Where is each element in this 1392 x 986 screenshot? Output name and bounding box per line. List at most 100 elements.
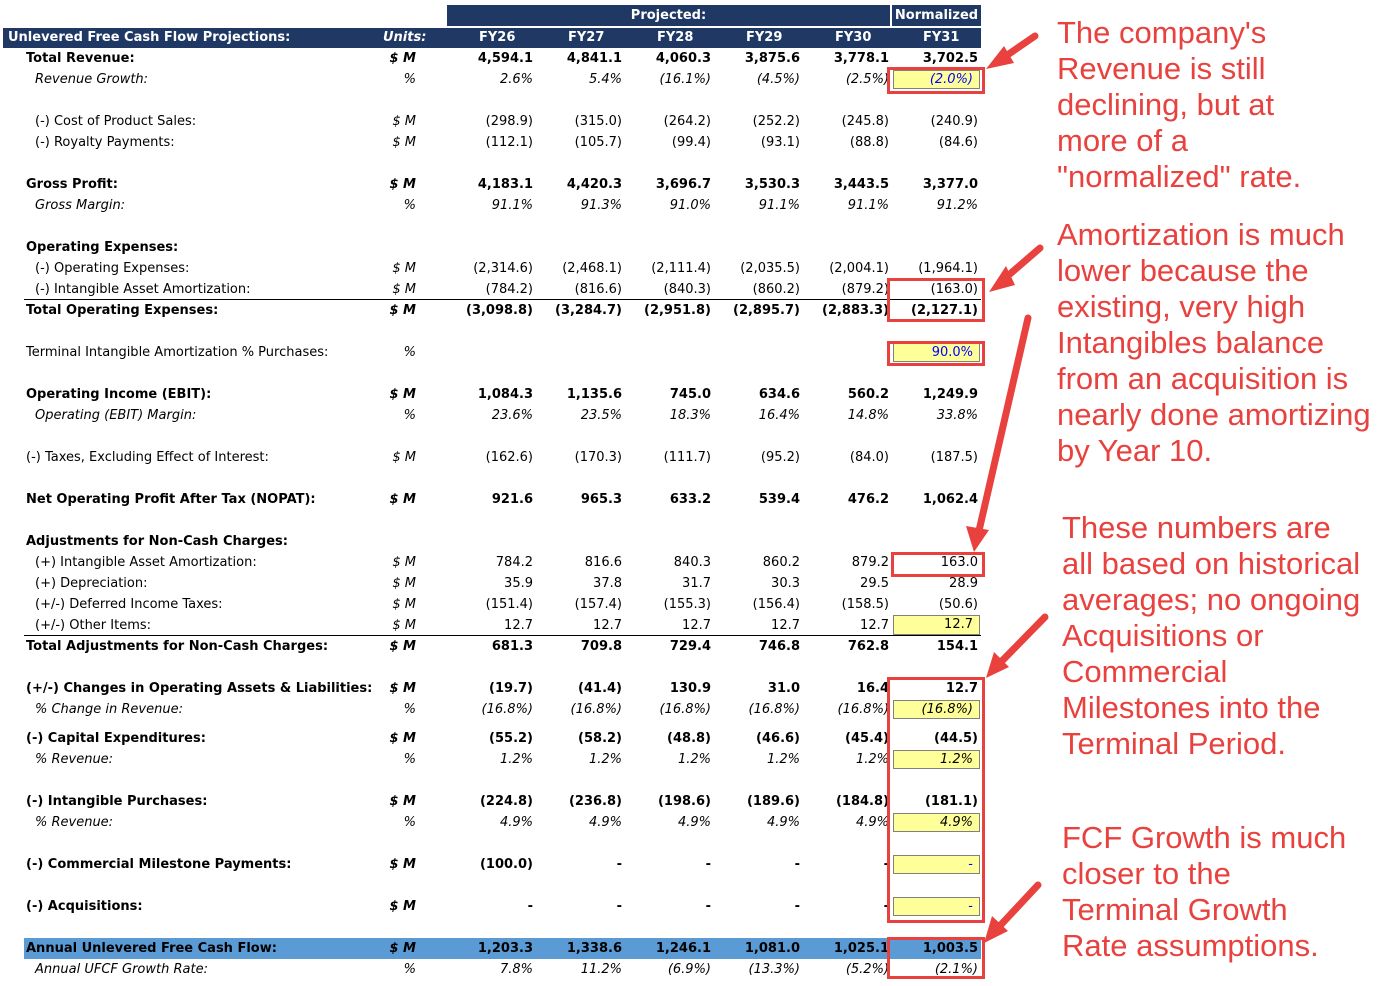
cell[interactable]: 1.2% (677, 752, 711, 767)
cell[interactable]: (784.2) (485, 282, 533, 297)
cell[interactable]: 784.2 (495, 555, 533, 570)
cell[interactable]: (879.2) (841, 282, 889, 297)
cell[interactable]: (240.9) (930, 114, 978, 129)
cell[interactable]: (264.2) (663, 114, 711, 129)
cell[interactable]: (184.8) (835, 794, 889, 809)
cell[interactable]: (112.1) (485, 135, 533, 150)
cell[interactable]: 18.3% (669, 408, 711, 423)
cell[interactable]: (16.8%) (570, 702, 622, 717)
cell[interactable]: 3,778.1 (833, 51, 889, 66)
cell[interactable]: 28.9 (949, 576, 978, 591)
cell[interactable]: (93.1) (760, 135, 800, 150)
cell[interactable]: (252.2) (752, 114, 800, 129)
cell[interactable]: 23.5% (580, 408, 622, 423)
input-cell[interactable]: 90.0% (893, 343, 980, 362)
cell[interactable]: 745.0 (669, 387, 711, 402)
cell[interactable]: 681.3 (491, 639, 533, 654)
cell[interactable]: 476.2 (847, 492, 889, 507)
cell[interactable]: - (883, 857, 889, 872)
cell[interactable]: (2,111.4) (651, 261, 711, 276)
cell[interactable]: 91.0% (669, 198, 711, 213)
cell[interactable]: 91.1% (847, 198, 889, 213)
cell[interactable]: 1,084.3 (477, 387, 533, 402)
cell[interactable]: 1.2% (766, 752, 800, 767)
input-cell[interactable]: (2.0%) (893, 70, 980, 89)
cell[interactable]: 12.7 (504, 618, 533, 633)
cell[interactable]: (50.6) (938, 597, 978, 612)
cell[interactable]: (2,004.1) (829, 261, 889, 276)
cell[interactable]: 154.1 (936, 639, 978, 654)
cell[interactable]: (100.0) (479, 857, 533, 872)
cell[interactable]: (162.6) (485, 450, 533, 465)
cell[interactable]: 91.2% (936, 198, 978, 213)
cell[interactable]: 1,246.1 (655, 941, 711, 956)
cell[interactable]: 4,420.3 (566, 177, 622, 192)
cell[interactable]: (158.5) (841, 597, 889, 612)
cell[interactable]: 30.3 (771, 576, 800, 591)
cell[interactable]: 1,338.6 (566, 941, 622, 956)
cell[interactable]: 762.8 (847, 639, 889, 654)
cell[interactable]: (16.1%) (659, 72, 711, 87)
cell[interactable]: 1,025.1 (833, 941, 889, 956)
cell[interactable]: (315.0) (574, 114, 622, 129)
cell[interactable]: (84.0) (849, 450, 889, 465)
cell[interactable]: 130.9 (669, 681, 711, 696)
cell[interactable]: 35.9 (504, 576, 533, 591)
cell[interactable]: 1,081.0 (744, 941, 800, 956)
cell[interactable]: (224.8) (479, 794, 533, 809)
cell[interactable]: 1,249.9 (922, 387, 978, 402)
cell[interactable]: - (794, 857, 800, 872)
cell[interactable]: (151.4) (485, 597, 533, 612)
cell[interactable]: (163.0) (930, 282, 978, 297)
cell[interactable]: 37.8 (593, 576, 622, 591)
cell[interactable]: (41.4) (578, 681, 622, 696)
input-cell[interactable]: - (893, 855, 980, 874)
cell[interactable]: 4.9% (588, 815, 622, 830)
cell[interactable]: 91.3% (580, 198, 622, 213)
cell[interactable]: - (705, 857, 711, 872)
cell[interactable]: 23.6% (491, 408, 533, 423)
cell[interactable]: (236.8) (568, 794, 622, 809)
input-cell[interactable]: - (893, 897, 980, 916)
cell[interactable]: 31.7 (682, 576, 711, 591)
cell[interactable]: (58.2) (578, 731, 622, 746)
cell[interactable]: 1.2% (499, 752, 533, 767)
cell[interactable]: 4,060.3 (655, 51, 711, 66)
cell[interactable]: (16.8%) (837, 702, 889, 717)
cell[interactable]: (245.8) (841, 114, 889, 129)
cell[interactable]: 1,062.4 (922, 492, 978, 507)
cell[interactable]: 4,594.1 (477, 51, 533, 66)
cell[interactable]: (99.4) (671, 135, 711, 150)
cell[interactable]: (156.4) (752, 597, 800, 612)
input-cell[interactable]: 1.2% (893, 750, 980, 769)
cell[interactable]: (111.7) (663, 450, 711, 465)
cell[interactable]: 3,875.6 (744, 51, 800, 66)
cell[interactable]: (105.7) (574, 135, 622, 150)
input-cell[interactable]: (16.8%) (893, 700, 980, 719)
cell[interactable]: 91.1% (491, 198, 533, 213)
cell[interactable]: (170.3) (574, 450, 622, 465)
cell[interactable]: (13.3%) (748, 962, 800, 977)
cell[interactable]: (3,284.7) (555, 303, 622, 318)
cell[interactable]: (2,951.8) (644, 303, 711, 318)
cell[interactable]: (3,098.8) (466, 303, 533, 318)
cell[interactable]: (5.2%) (845, 962, 889, 977)
cell[interactable]: 4,183.1 (477, 177, 533, 192)
cell[interactable]: (181.1) (924, 794, 978, 809)
cell[interactable]: 816.6 (584, 555, 622, 570)
cell[interactable]: 33.8% (936, 408, 978, 423)
input-cell[interactable]: 4.9% (893, 813, 980, 832)
cell[interactable]: 163.0 (940, 555, 978, 570)
cell[interactable]: (816.6) (574, 282, 622, 297)
cell[interactable]: 12.7 (860, 618, 889, 633)
cell[interactable]: (2,895.7) (733, 303, 800, 318)
cell[interactable]: (16.8%) (481, 702, 533, 717)
cell[interactable]: 12.7 (945, 681, 978, 696)
cell[interactable]: (4.5%) (756, 72, 800, 87)
cell[interactable]: (298.9) (485, 114, 533, 129)
cell[interactable]: 4.9% (677, 815, 711, 830)
cell[interactable]: 560.2 (847, 387, 889, 402)
cell[interactable]: (6.9%) (667, 962, 711, 977)
cell[interactable]: 729.4 (669, 639, 711, 654)
cell[interactable]: 709.8 (580, 639, 622, 654)
